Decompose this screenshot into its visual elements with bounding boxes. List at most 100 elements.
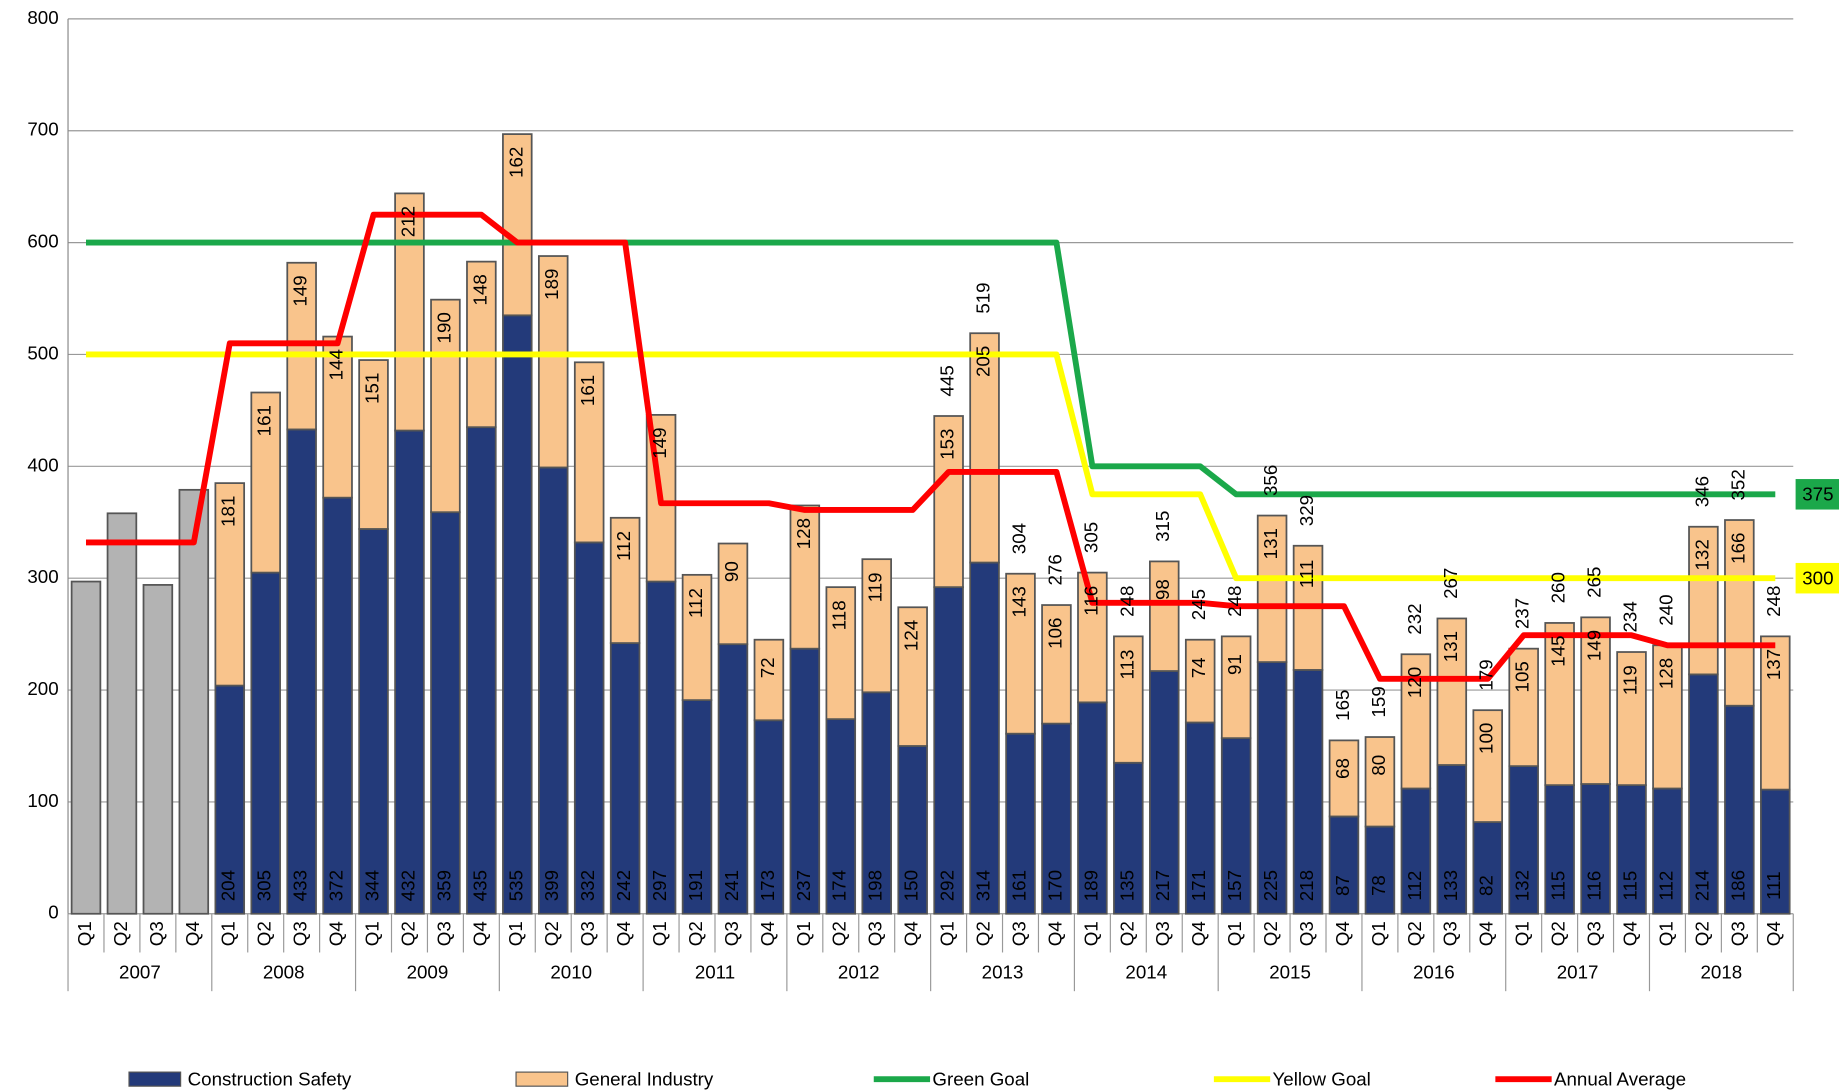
total-label: 276 (1044, 554, 1065, 585)
bar (1472, 709, 1504, 823)
x-tick-label: Q1 (1655, 921, 1676, 946)
bar-value-label: 166 (1727, 533, 1748, 564)
bar (1256, 661, 1288, 915)
y-tick-label: 700 (27, 119, 58, 140)
bar-value-label: 113 (1116, 650, 1137, 680)
bar-value-label: 132 (1512, 870, 1533, 901)
bar (1364, 736, 1396, 828)
bar (502, 314, 533, 915)
bar-value-label: 214 (1691, 870, 1712, 901)
bar (142, 584, 174, 915)
bar (933, 415, 964, 589)
x-tick-label: Q4 (1476, 921, 1497, 946)
total-label: 315 (1152, 511, 1173, 542)
x-tick-label: Q2 (397, 921, 418, 946)
bar (1328, 739, 1360, 818)
y-tick-label: 600 (27, 231, 58, 252)
bar-value-label: 105 (1512, 661, 1533, 692)
bar-value-label: 128 (1655, 658, 1676, 689)
bar-value-label: 173 (757, 870, 778, 901)
bar (717, 643, 749, 915)
total-label: 232 (1404, 603, 1425, 634)
bar-value-label: 149 (290, 275, 311, 306)
end-label-box (1795, 479, 1839, 510)
y-tick-label: 300 (27, 566, 58, 587)
bar (250, 571, 281, 915)
bar-value-label: 305 (254, 870, 275, 901)
bar-value-label: 433 (290, 870, 311, 901)
bar-value-label: 292 (937, 870, 958, 901)
line (85, 351, 1776, 582)
bar (502, 133, 533, 317)
x-tick-label: Q1 (1224, 921, 1245, 946)
x-tick-label: Q1 (1512, 921, 1533, 946)
total-label: 329 (1296, 495, 1317, 526)
bar (430, 298, 461, 514)
x-tick-label: Q3 (290, 921, 311, 946)
y-tick-label: 0 (48, 902, 58, 923)
bar (1544, 784, 1575, 915)
bar-value-label: 116 (1584, 871, 1605, 901)
bar (1508, 647, 1539, 767)
bar-value-label: 189 (541, 269, 562, 300)
end-label: 300 (1802, 567, 1833, 588)
bar-value-label: 191 (685, 870, 706, 901)
year-label: 2017 (1557, 962, 1599, 983)
bar (394, 429, 425, 915)
x-tick-label: Q1 (505, 921, 526, 946)
bar-value-label: 118 (829, 600, 850, 630)
bar-value-label: 217 (1152, 870, 1173, 901)
bar-value-label: 162 (505, 147, 526, 178)
bar-value-label: 68 (1332, 758, 1353, 779)
total-label: 352 (1727, 469, 1748, 500)
total-label: 159 (1368, 686, 1389, 717)
bar-value-label: 332 (577, 870, 598, 901)
bar-value-label: 111 (1763, 871, 1784, 900)
bar-value-label: 225 (1260, 870, 1281, 901)
bar (897, 745, 928, 915)
year-label: 2015 (1269, 962, 1311, 983)
bar-value-label: 535 (505, 870, 526, 901)
x-tick-label: Q3 (577, 921, 598, 946)
x-tick-label: Q2 (685, 921, 706, 946)
x-tick-label: Q3 (146, 921, 167, 946)
y-tick-label: 400 (27, 454, 58, 475)
bar (681, 573, 713, 701)
bar (1616, 651, 1647, 787)
x-tick-label: Q1 (74, 921, 95, 946)
bar (933, 586, 964, 915)
bar-value-label: 120 (1404, 667, 1425, 698)
bar-value-label: 399 (541, 870, 562, 901)
bar (70, 580, 102, 915)
bar (214, 684, 246, 915)
x-tick-label: Q3 (865, 921, 886, 946)
total-label: 237 (1512, 598, 1533, 629)
bar (681, 699, 713, 915)
total-label: 248 (1763, 586, 1784, 617)
x-tick-label: Q4 (1763, 921, 1784, 946)
bar-value-label: 131 (1260, 528, 1281, 559)
y-tick-label: 100 (27, 790, 58, 811)
bar (1688, 673, 1719, 915)
x-tick-label: Q4 (901, 921, 922, 946)
bar-value-label: 119 (1619, 665, 1640, 695)
x-tick-label: Q2 (1404, 921, 1425, 946)
bar-value-label: 432 (397, 870, 418, 901)
bar (322, 496, 353, 915)
bar-value-label: 106 (1044, 618, 1065, 649)
bar-value-label: 190 (433, 312, 454, 343)
bar (1005, 572, 1036, 735)
year-label: 2012 (838, 962, 880, 983)
bar (1760, 788, 1791, 915)
x-tick-label: Q4 (1044, 921, 1065, 946)
legend-label: General Industry (575, 1068, 714, 1089)
bar-value-label: 150 (901, 870, 922, 901)
bar (1041, 722, 1072, 915)
bar-value-label: 314 (973, 870, 994, 901)
bar (897, 606, 928, 747)
bar-value-label: 128 (793, 518, 814, 549)
bar-value-label: 112 (1404, 871, 1425, 901)
year-label: 2013 (982, 962, 1024, 983)
bar-value-label: 100 (1476, 723, 1497, 754)
